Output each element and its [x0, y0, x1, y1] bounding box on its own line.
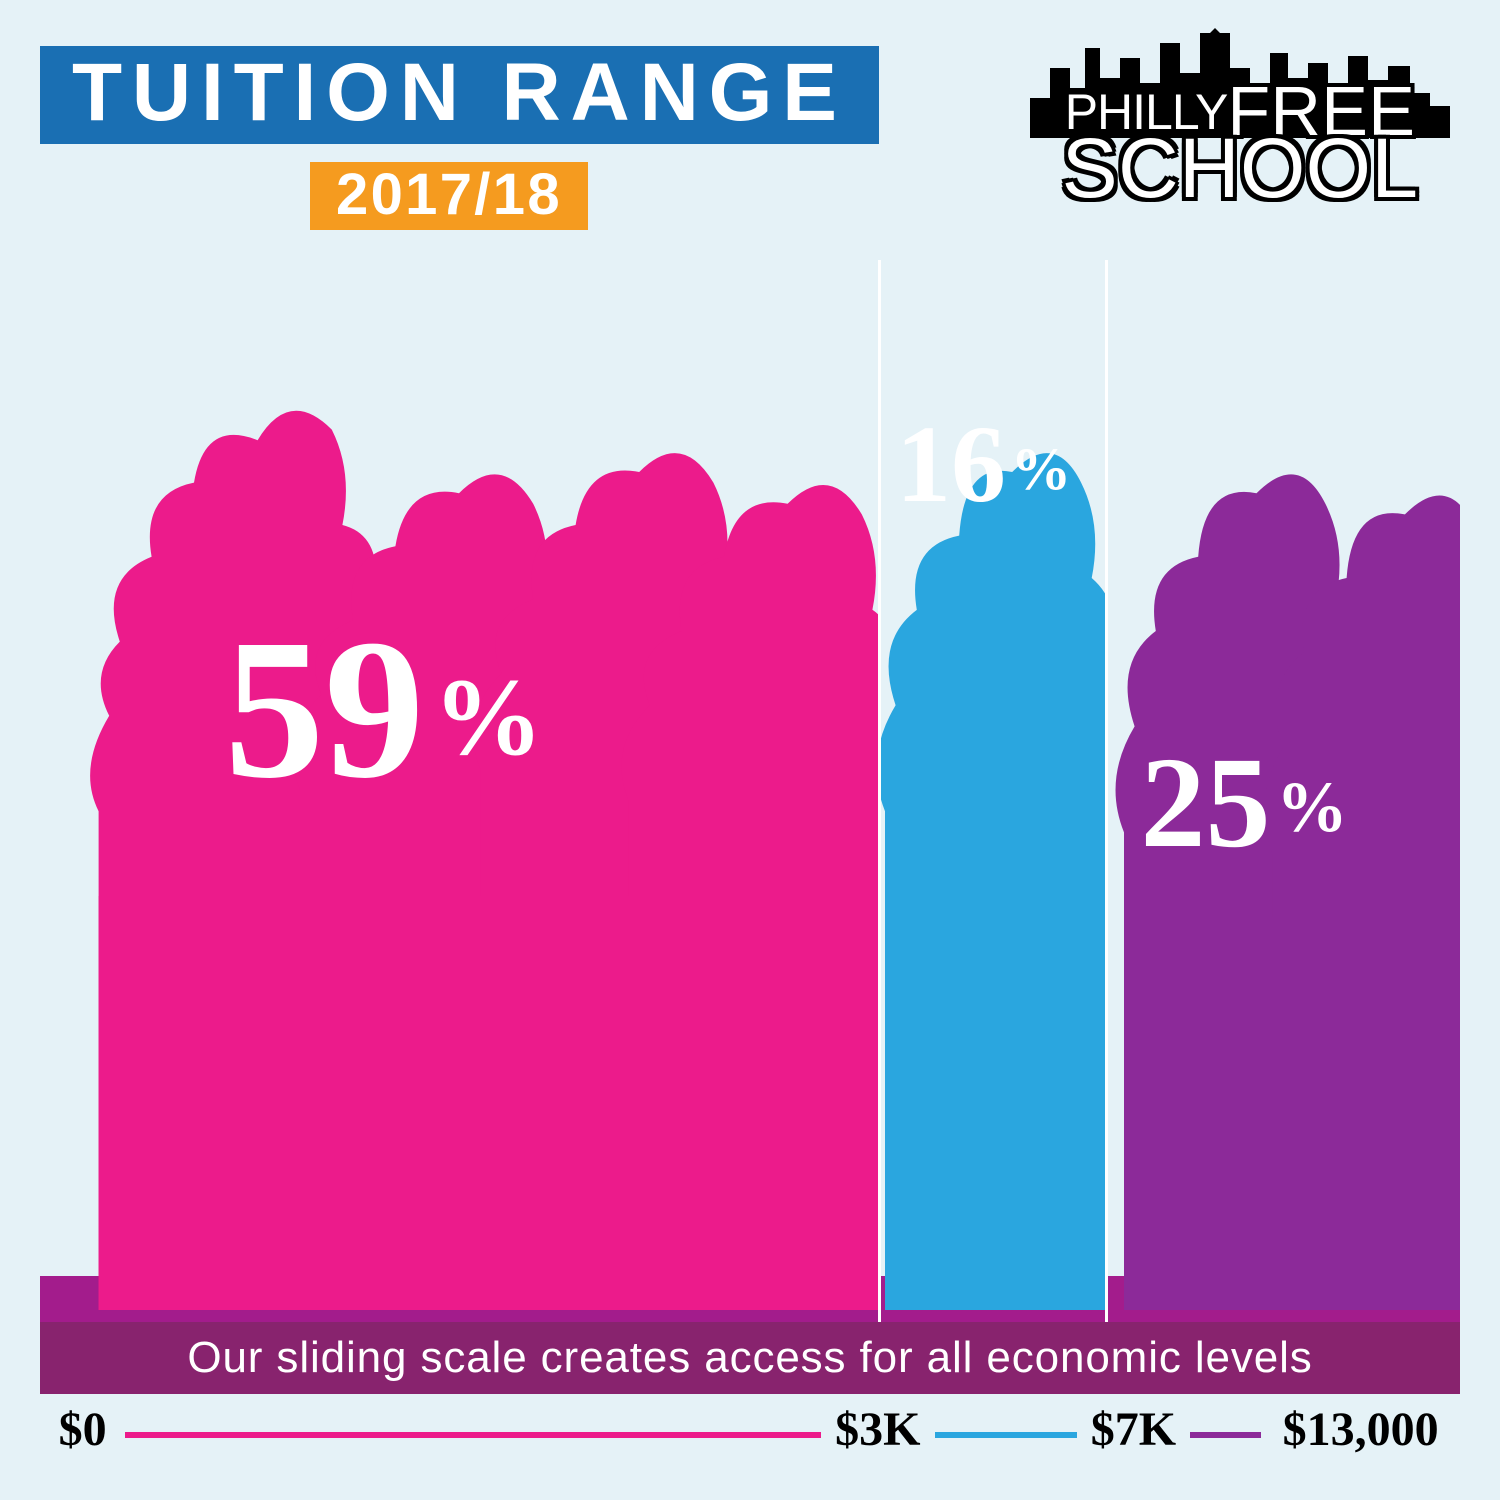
silhouette-chart: 59% 16%	[40, 250, 1460, 1310]
year-badge: 2017/18	[310, 162, 588, 230]
scale-tick: $3K	[835, 1402, 920, 1457]
tuition-scale: $0 $3K $7K $13,000	[40, 1402, 1460, 1458]
segment-0-label: 59%	[224, 610, 554, 810]
logo-line2: SCHOOL	[1030, 134, 1450, 203]
scale-segment-line	[125, 1432, 821, 1438]
segment-0: 59%	[40, 250, 878, 1310]
scale-tick: $13,000	[1283, 1402, 1439, 1457]
org-logo: PHILLYFREE SCHOOL	[1030, 28, 1450, 248]
infographic-canvas: TUITION RANGE 2017/18 PHILLYFREE SCHOOL	[0, 0, 1500, 1500]
segment-divider	[878, 260, 881, 1360]
scale-segment-line	[935, 1432, 1077, 1438]
logo-wordmark: PHILLYFREE SCHOOL	[1030, 83, 1450, 203]
scale-segment-line	[1190, 1432, 1261, 1438]
segment-1: 16%	[878, 250, 1105, 1310]
segment-1-label: 16%	[896, 409, 1077, 519]
tagline-bar: Our sliding scale creates access for all…	[40, 1322, 1460, 1394]
segment-2-label: 25%	[1141, 738, 1355, 868]
segment-2: 25%	[1105, 250, 1460, 1310]
scale-tick: $0	[59, 1402, 107, 1457]
segment-divider	[1105, 260, 1108, 1360]
scale-tick: $7K	[1091, 1402, 1176, 1457]
title-banner: TUITION RANGE	[40, 46, 879, 144]
